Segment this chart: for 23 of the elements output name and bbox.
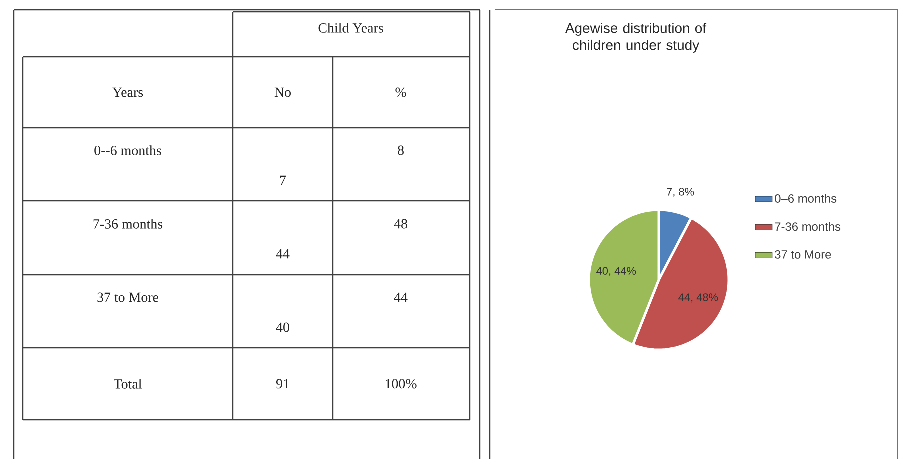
text: 44 — [394, 293, 408, 302]
text: Child Years — [318, 23, 384, 34]
text: 40 — [276, 322, 290, 332]
chart-title: Agewise distribution of children under study — [565, 23, 707, 54]
data-label: 7, 8% — [667, 188, 694, 198]
text: 100% — [386, 379, 417, 389]
text: 7 — [280, 176, 286, 186]
text: Total — [114, 379, 142, 390]
data-label: 40, 44% — [596, 267, 636, 277]
text: 48 — [394, 219, 408, 229]
text: 91 — [276, 380, 290, 389]
legend-label: 37 to More — [775, 250, 832, 260]
text: 0--6 months — [94, 146, 162, 156]
text: 37 to More — [98, 293, 158, 302]
text: No — [274, 88, 291, 98]
text: 7-36 months — [94, 219, 163, 230]
legend-label: 7-36 months — [775, 222, 841, 232]
legend-label: 0–6 months — [775, 194, 837, 204]
data-label: 44, 48% — [678, 294, 718, 303]
text: % — [396, 88, 406, 98]
text: 8 — [398, 146, 404, 156]
text: Years — [112, 88, 144, 98]
text: 44 — [276, 250, 290, 259]
